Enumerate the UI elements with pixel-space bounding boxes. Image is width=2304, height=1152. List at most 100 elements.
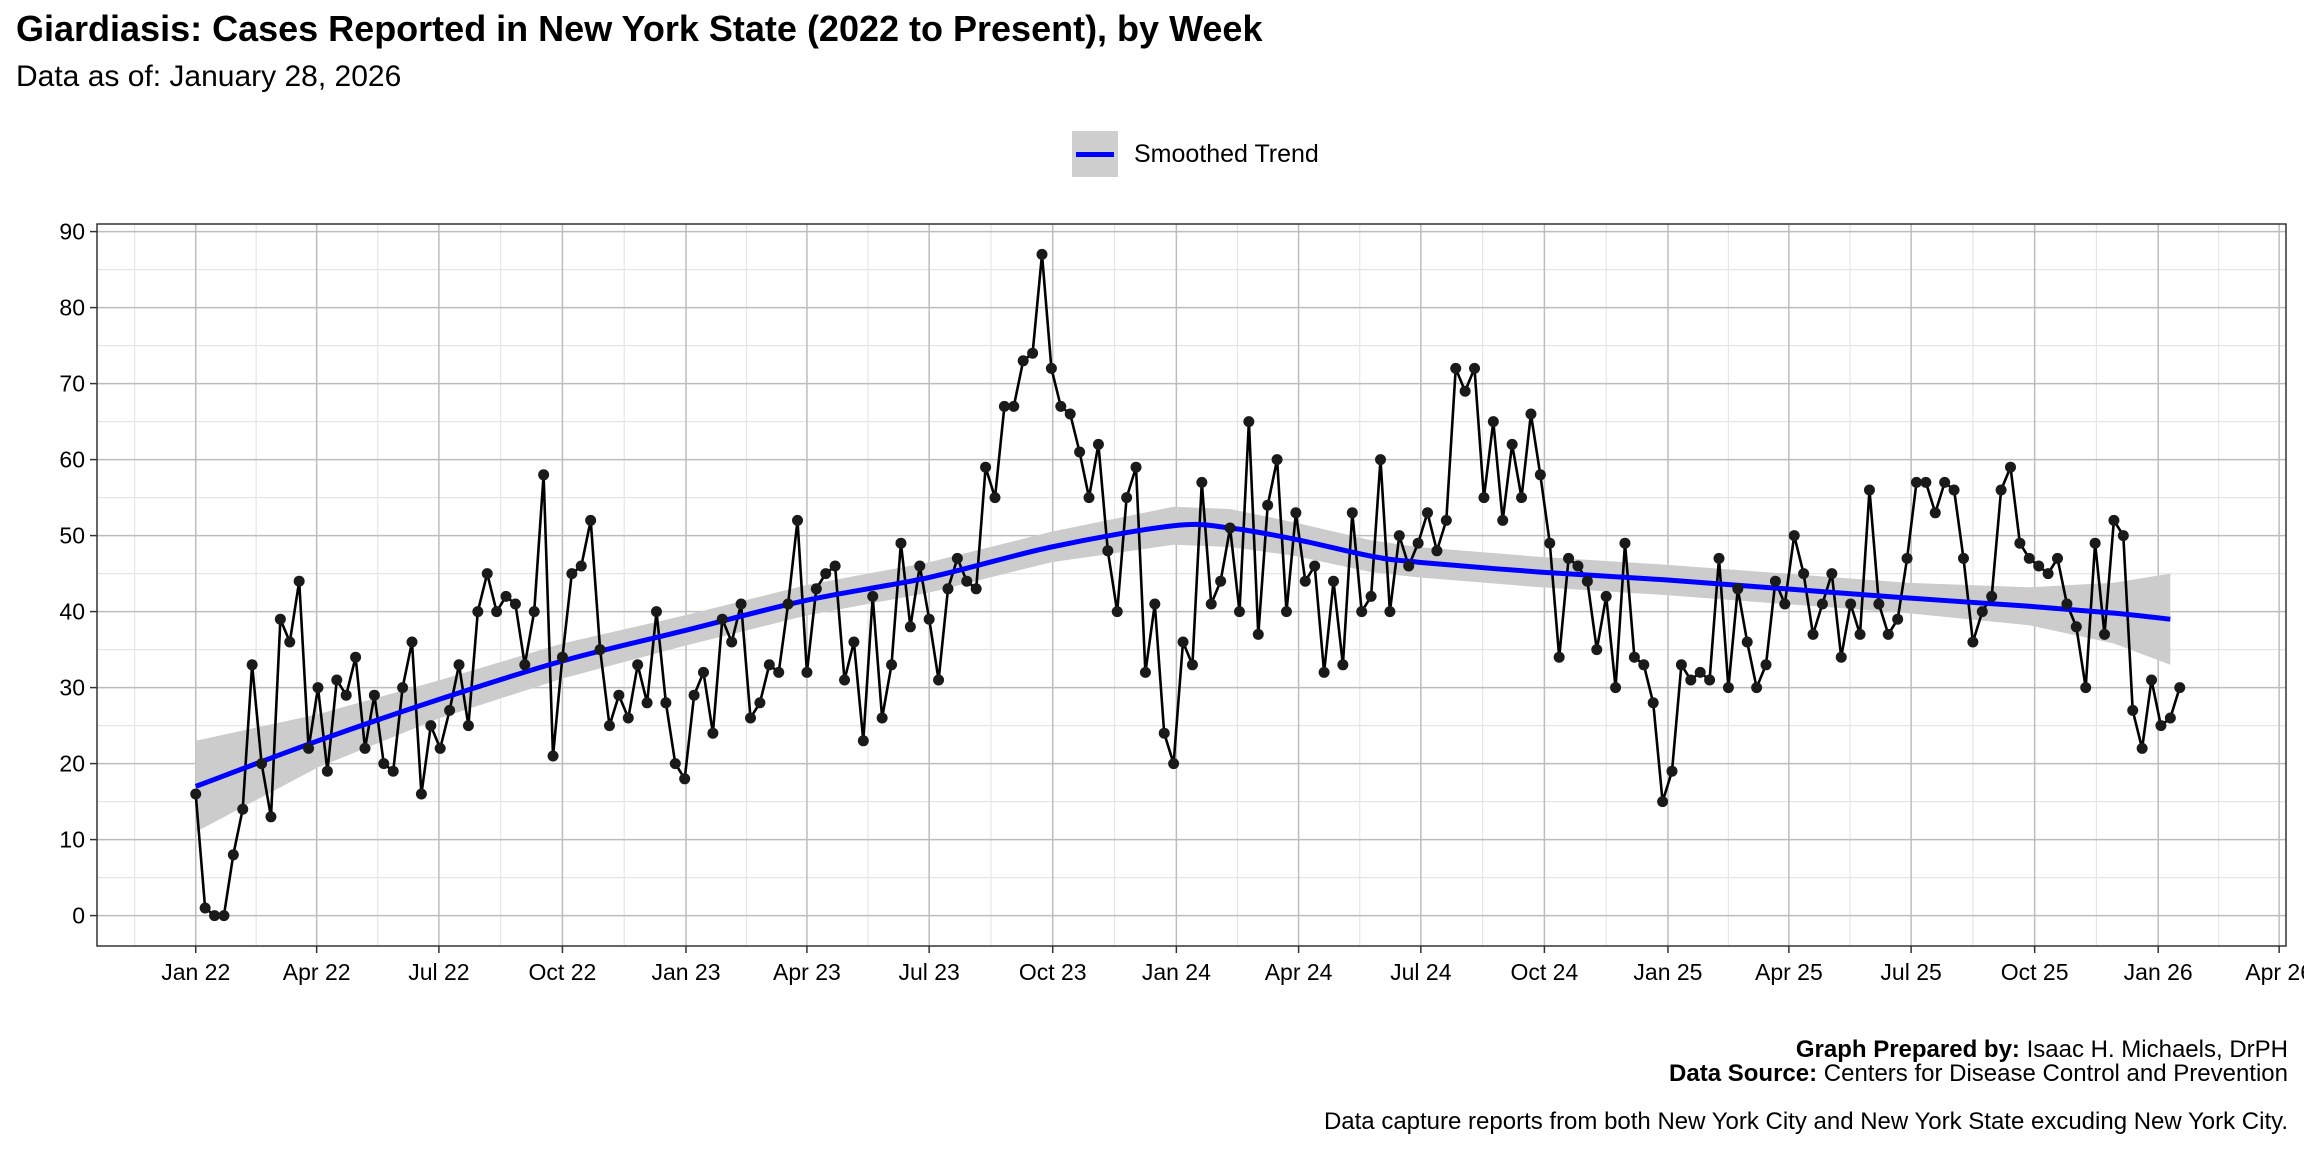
data-point xyxy=(1929,507,1941,519)
data-point xyxy=(1017,355,1029,367)
data-point xyxy=(1149,598,1161,610)
data-point xyxy=(1995,484,2007,496)
data-point xyxy=(1957,552,1969,564)
data-point xyxy=(1666,765,1678,777)
data-point xyxy=(1280,606,1292,618)
x-tick-label: Oct 23 xyxy=(1019,959,1087,985)
x-tick-label: Apr 23 xyxy=(773,959,841,985)
y-tick-label: 50 xyxy=(59,523,85,549)
data-point xyxy=(481,568,493,580)
data-point xyxy=(1083,492,1095,504)
data-point xyxy=(425,720,437,732)
footer-note: Data capture reports from both New York … xyxy=(1323,1108,2288,1135)
data-point xyxy=(1901,552,1913,564)
data-point xyxy=(1826,568,1838,580)
x-tick-label: Apr 25 xyxy=(1755,959,1823,985)
data-point xyxy=(603,720,615,732)
x-tick-label: Apr 26 xyxy=(2245,959,2304,985)
data-point xyxy=(1638,659,1650,671)
data-point xyxy=(500,590,512,602)
data-point xyxy=(1798,568,1810,580)
weekly-cases-line xyxy=(194,253,2181,917)
data-point xyxy=(1469,362,1481,374)
data-point xyxy=(735,598,747,610)
data-point xyxy=(895,537,907,549)
data-point xyxy=(2174,682,2186,694)
data-point xyxy=(397,682,409,694)
data-point xyxy=(1779,598,1791,610)
data-point xyxy=(472,606,484,618)
data-point xyxy=(1920,476,1932,488)
data-point xyxy=(1036,248,1048,260)
data-point xyxy=(1769,575,1781,587)
data-point xyxy=(368,689,380,701)
legend-label: Smoothed Trend xyxy=(1134,139,1319,168)
data-point xyxy=(1807,628,1819,640)
data-point xyxy=(2089,537,2101,549)
data-point xyxy=(745,712,757,724)
data-point xyxy=(914,560,926,572)
data-point xyxy=(697,666,709,678)
data-point xyxy=(650,606,662,618)
footer-prepared-by: Graph Prepared by: Isaac H. Michaels, Dr… xyxy=(1796,1036,2288,1064)
data-point xyxy=(1685,674,1697,686)
data-point xyxy=(1309,560,1321,572)
y-tick-label: 80 xyxy=(59,295,85,321)
data-point xyxy=(1534,469,1546,481)
data-point xyxy=(1008,400,1020,412)
data-point xyxy=(509,598,521,610)
data-point xyxy=(951,552,963,564)
data-point xyxy=(1356,606,1368,618)
data-point xyxy=(1233,606,1245,618)
data-point xyxy=(528,606,540,618)
data-point xyxy=(1506,438,1518,450)
data-point xyxy=(340,689,352,701)
data-point xyxy=(1722,682,1734,694)
plot-panel xyxy=(96,223,2287,947)
data-point xyxy=(1976,606,1988,618)
data-point xyxy=(1374,454,1386,466)
data-point xyxy=(829,560,841,572)
data-point xyxy=(942,583,954,595)
data-point xyxy=(1168,758,1180,770)
data-point xyxy=(1544,537,1556,549)
data-point xyxy=(970,583,982,595)
y-tick-label: 0 xyxy=(72,903,85,929)
data-point xyxy=(904,621,916,633)
data-point xyxy=(1939,476,1951,488)
x-tick-label: Oct 22 xyxy=(529,959,597,985)
y-tick-label: 40 xyxy=(59,599,85,625)
data-point xyxy=(886,659,898,671)
y-tick-label: 10 xyxy=(59,827,85,853)
data-point xyxy=(2108,514,2120,526)
data-point xyxy=(1337,659,1349,671)
x-tick-label: Jan 24 xyxy=(1142,959,1211,985)
data-point xyxy=(1252,628,1264,640)
data-point xyxy=(1158,727,1170,739)
data-point xyxy=(1581,575,1593,587)
y-tick-label: 90 xyxy=(59,219,85,245)
data-point xyxy=(1186,659,1198,671)
data-point xyxy=(1365,590,1377,602)
data-source-value: Centers for Disease Control and Preventi… xyxy=(1817,1060,2288,1087)
data-point xyxy=(961,575,973,587)
data-point xyxy=(1064,408,1076,420)
x-tick-label: Apr 22 xyxy=(283,959,351,985)
data-point xyxy=(2146,674,2158,686)
data-point xyxy=(1816,598,1828,610)
data-point xyxy=(1243,416,1255,428)
data-point xyxy=(1910,476,1922,488)
data-point xyxy=(321,765,333,777)
data-point xyxy=(980,461,992,473)
data-point xyxy=(378,758,390,770)
data-point xyxy=(2014,537,2026,549)
data-point xyxy=(1713,552,1725,564)
data-point xyxy=(585,514,597,526)
data-point xyxy=(1675,659,1687,671)
data-point xyxy=(2004,461,2016,473)
data-point xyxy=(763,659,775,671)
data-point xyxy=(2127,704,2139,716)
data-point xyxy=(933,674,945,686)
data-point xyxy=(2164,712,2176,724)
data-point xyxy=(1055,400,1067,412)
